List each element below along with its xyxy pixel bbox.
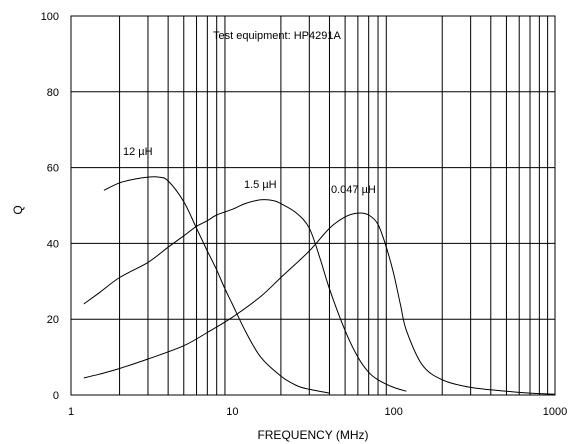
x-tick-label: 1 xyxy=(68,406,74,418)
y-tick-label: 20 xyxy=(47,314,59,326)
plot-frame xyxy=(70,15,556,396)
y-tick-label: 40 xyxy=(47,238,59,250)
series-line-0 xyxy=(103,176,330,394)
y-tick-label: 60 xyxy=(47,163,59,175)
series-line-1 xyxy=(83,199,407,392)
x-tick-label: 100 xyxy=(384,406,402,418)
tick-labels: 0 20 40 60 80 100 1 10 100 1000 xyxy=(41,11,568,418)
y-tick-label: 100 xyxy=(41,11,59,23)
series-label-12uh: 12 µH xyxy=(123,146,153,158)
y-tick-label: 0 xyxy=(53,390,59,402)
series-lines xyxy=(83,176,556,395)
x-tick-label: 10 xyxy=(226,406,238,418)
series-label-0-047uh: 0.047 µH xyxy=(331,184,376,196)
grid xyxy=(71,16,555,395)
annotation-text: Test equipment: HP4291A xyxy=(213,30,341,42)
series-label-1-5uh: 1.5 µH xyxy=(244,179,277,191)
y-tick-label: 80 xyxy=(47,87,59,99)
x-tick-label: 1000 xyxy=(543,406,567,418)
x-axis-label: FREQUENCY (MHz) xyxy=(257,428,368,442)
y-axis-label: Q xyxy=(11,205,25,214)
series-line-2 xyxy=(83,212,556,395)
